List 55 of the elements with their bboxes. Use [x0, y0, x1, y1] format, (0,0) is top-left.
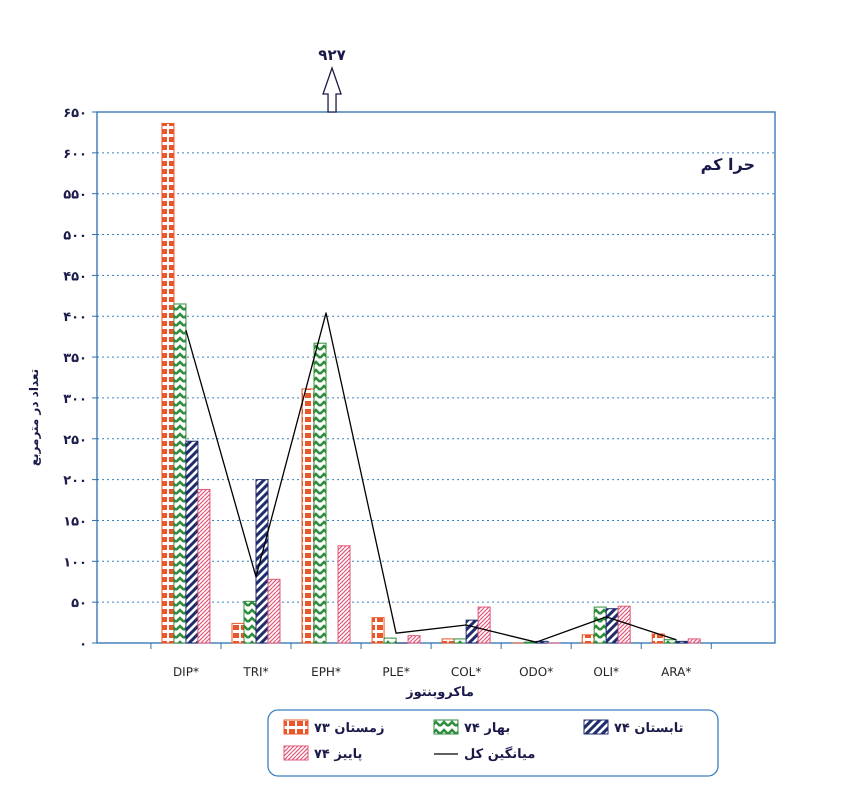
text: ۹۲۷ [318, 46, 346, 64]
y-tick-label: ۰ [79, 637, 87, 652]
bar [618, 606, 631, 644]
annotation: حرا کم [700, 155, 755, 174]
y-tick-label: ۵۵۰ [63, 188, 87, 203]
bar [688, 638, 701, 644]
bar [267, 578, 280, 644]
y-tick-label: ۵۰۰ [63, 228, 87, 244]
bar [606, 608, 619, 644]
bar [302, 388, 315, 644]
x-tick-label: DIP* [172, 665, 199, 679]
y-tick-label: ۳۰۰ [63, 392, 87, 407]
y-tick-label: ۱۰۰ [63, 555, 87, 570]
y-tick-label: ۴۵۰ [63, 269, 87, 284]
bar [664, 639, 677, 644]
bar [582, 634, 595, 644]
legend-label: تابستان ۷۴ [614, 721, 684, 736]
x-tick-label: ODO* [519, 665, 554, 679]
bar [372, 617, 385, 644]
x-tick-label: TRI* [242, 665, 269, 679]
legend-label: پاییز ۷۴ [314, 747, 362, 762]
legend-label: بهار ۷۴ [464, 721, 510, 736]
bar [454, 638, 467, 644]
y-tick-label: ۳۵۰ [63, 351, 87, 366]
bar [243, 600, 256, 644]
bar [173, 303, 186, 644]
bar [161, 122, 174, 644]
line-series [185, 312, 677, 643]
bar [314, 342, 327, 644]
bar [338, 545, 351, 644]
x-tick-label: COL* [450, 665, 482, 679]
bar [408, 635, 421, 644]
x-tick-label: PLE* [382, 665, 410, 679]
y-tick-label: ۲۵۰ [63, 432, 87, 448]
y-tick-label: ۲۰۰ [63, 474, 87, 489]
y-tick-label: ۱۵۰ [63, 514, 87, 530]
y-axis-title: تعداد در مترمربع [27, 368, 41, 466]
y-tick-label: ۶۵۰ [63, 106, 87, 121]
bar [478, 606, 491, 644]
legend-label: زمستان ۷۳ [314, 721, 384, 736]
legend-label: میانگین کل [464, 746, 536, 762]
y-tick-label: ۵۰ [71, 596, 87, 612]
bar [185, 440, 198, 644]
bar [442, 638, 455, 644]
x-tick-label: OLI* [593, 665, 620, 679]
bar [652, 634, 665, 644]
x-tick-label: ARA* [661, 665, 692, 679]
y-tick-label: ۶۰۰ [63, 146, 87, 162]
x-axis-title: ماکروبنتوز [405, 685, 474, 700]
bar [384, 638, 397, 644]
bar [255, 479, 268, 644]
bar [231, 622, 244, 644]
x-tick-label: EPH* [311, 665, 341, 679]
y-tick-label: ۴۰۰ [63, 310, 87, 326]
bar [197, 488, 210, 644]
